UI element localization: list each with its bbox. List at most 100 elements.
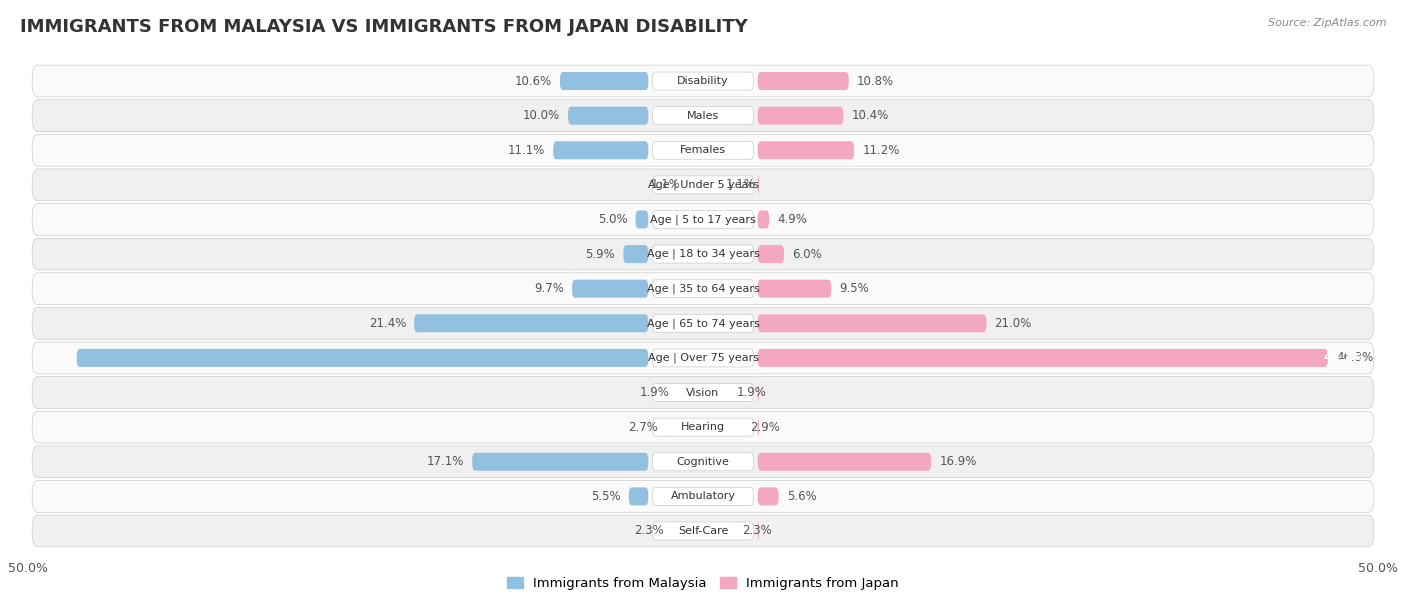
FancyBboxPatch shape bbox=[652, 453, 754, 471]
FancyBboxPatch shape bbox=[32, 273, 1374, 305]
FancyBboxPatch shape bbox=[652, 211, 754, 228]
FancyBboxPatch shape bbox=[568, 106, 648, 125]
FancyBboxPatch shape bbox=[652, 280, 754, 297]
FancyBboxPatch shape bbox=[756, 522, 759, 540]
Text: 46.3%: 46.3% bbox=[1336, 351, 1374, 364]
Text: Age | 65 to 74 years: Age | 65 to 74 years bbox=[647, 318, 759, 329]
Text: 2.3%: 2.3% bbox=[742, 524, 772, 537]
FancyBboxPatch shape bbox=[756, 384, 759, 401]
FancyBboxPatch shape bbox=[758, 280, 831, 297]
Text: Cognitive: Cognitive bbox=[676, 457, 730, 467]
FancyBboxPatch shape bbox=[652, 176, 754, 194]
FancyBboxPatch shape bbox=[636, 211, 648, 228]
FancyBboxPatch shape bbox=[652, 315, 754, 332]
Text: 46.3%: 46.3% bbox=[1323, 351, 1364, 364]
Text: 2.3%: 2.3% bbox=[634, 524, 664, 537]
Text: IMMIGRANTS FROM MALAYSIA VS IMMIGRANTS FROM JAPAN DISABILITY: IMMIGRANTS FROM MALAYSIA VS IMMIGRANTS F… bbox=[20, 18, 748, 36]
Text: Vision: Vision bbox=[686, 387, 720, 398]
Text: Females: Females bbox=[681, 145, 725, 155]
Text: Males: Males bbox=[688, 111, 718, 121]
Text: 2.7%: 2.7% bbox=[628, 420, 658, 434]
Text: 5.6%: 5.6% bbox=[787, 490, 817, 503]
FancyBboxPatch shape bbox=[652, 487, 754, 506]
Text: Hearing: Hearing bbox=[681, 422, 725, 432]
Text: 10.0%: 10.0% bbox=[523, 109, 560, 122]
Text: 11.1%: 11.1% bbox=[508, 144, 546, 157]
FancyBboxPatch shape bbox=[652, 418, 754, 436]
Text: Self-Care: Self-Care bbox=[678, 526, 728, 536]
Text: 11.2%: 11.2% bbox=[862, 144, 900, 157]
FancyBboxPatch shape bbox=[758, 245, 785, 263]
Text: 5.9%: 5.9% bbox=[585, 248, 616, 261]
FancyBboxPatch shape bbox=[32, 411, 1374, 443]
FancyBboxPatch shape bbox=[652, 72, 754, 90]
Text: 10.4%: 10.4% bbox=[852, 109, 889, 122]
FancyBboxPatch shape bbox=[560, 72, 648, 90]
FancyBboxPatch shape bbox=[628, 487, 648, 506]
Text: 16.9%: 16.9% bbox=[939, 455, 977, 468]
FancyBboxPatch shape bbox=[32, 376, 1374, 408]
FancyBboxPatch shape bbox=[472, 453, 648, 471]
FancyBboxPatch shape bbox=[758, 315, 987, 332]
FancyBboxPatch shape bbox=[623, 245, 648, 263]
FancyBboxPatch shape bbox=[671, 522, 673, 540]
FancyBboxPatch shape bbox=[666, 418, 669, 436]
FancyBboxPatch shape bbox=[676, 384, 679, 401]
FancyBboxPatch shape bbox=[758, 487, 779, 506]
FancyBboxPatch shape bbox=[77, 349, 648, 367]
FancyBboxPatch shape bbox=[652, 141, 754, 159]
FancyBboxPatch shape bbox=[758, 141, 855, 159]
Text: 17.1%: 17.1% bbox=[426, 455, 464, 468]
Text: 1.9%: 1.9% bbox=[640, 386, 669, 399]
FancyBboxPatch shape bbox=[32, 342, 1374, 374]
FancyBboxPatch shape bbox=[572, 280, 648, 297]
Text: 4.9%: 4.9% bbox=[778, 213, 807, 226]
FancyBboxPatch shape bbox=[758, 349, 1327, 367]
Text: 1.1%: 1.1% bbox=[650, 178, 681, 192]
Text: Ambulatory: Ambulatory bbox=[671, 491, 735, 501]
Text: 9.7%: 9.7% bbox=[534, 282, 564, 295]
Text: Age | 18 to 34 years: Age | 18 to 34 years bbox=[647, 249, 759, 259]
Text: Age | 35 to 64 years: Age | 35 to 64 years bbox=[647, 283, 759, 294]
FancyBboxPatch shape bbox=[756, 418, 759, 436]
FancyBboxPatch shape bbox=[553, 141, 648, 159]
Text: 5.0%: 5.0% bbox=[598, 213, 627, 226]
FancyBboxPatch shape bbox=[758, 106, 844, 125]
Legend: Immigrants from Malaysia, Immigrants from Japan: Immigrants from Malaysia, Immigrants fro… bbox=[502, 572, 904, 595]
Text: Age | Under 5 years: Age | Under 5 years bbox=[648, 179, 758, 190]
FancyBboxPatch shape bbox=[688, 176, 690, 194]
Text: 21.4%: 21.4% bbox=[368, 317, 406, 330]
Text: Disability: Disability bbox=[678, 76, 728, 86]
FancyBboxPatch shape bbox=[652, 522, 754, 540]
FancyBboxPatch shape bbox=[32, 480, 1374, 512]
FancyBboxPatch shape bbox=[758, 211, 769, 228]
FancyBboxPatch shape bbox=[32, 515, 1374, 547]
FancyBboxPatch shape bbox=[32, 238, 1374, 270]
Text: 1.9%: 1.9% bbox=[737, 386, 766, 399]
Text: Age | Over 75 years: Age | Over 75 years bbox=[648, 353, 758, 363]
Text: 6.0%: 6.0% bbox=[792, 248, 823, 261]
FancyBboxPatch shape bbox=[32, 204, 1374, 236]
Text: 10.8%: 10.8% bbox=[856, 75, 894, 88]
Text: 5.5%: 5.5% bbox=[591, 490, 620, 503]
FancyBboxPatch shape bbox=[32, 65, 1374, 97]
FancyBboxPatch shape bbox=[32, 169, 1374, 201]
FancyBboxPatch shape bbox=[32, 135, 1374, 166]
FancyBboxPatch shape bbox=[758, 453, 931, 471]
Text: 10.6%: 10.6% bbox=[515, 75, 551, 88]
FancyBboxPatch shape bbox=[32, 100, 1374, 132]
FancyBboxPatch shape bbox=[758, 72, 849, 90]
FancyBboxPatch shape bbox=[652, 384, 754, 401]
FancyBboxPatch shape bbox=[32, 307, 1374, 339]
Text: 9.5%: 9.5% bbox=[839, 282, 869, 295]
Text: 21.0%: 21.0% bbox=[994, 317, 1032, 330]
FancyBboxPatch shape bbox=[652, 349, 754, 367]
FancyBboxPatch shape bbox=[415, 315, 648, 332]
Text: Source: ZipAtlas.com: Source: ZipAtlas.com bbox=[1268, 18, 1386, 28]
FancyBboxPatch shape bbox=[652, 245, 754, 263]
FancyBboxPatch shape bbox=[756, 176, 759, 194]
Text: Age | 5 to 17 years: Age | 5 to 17 years bbox=[650, 214, 756, 225]
Text: 2.9%: 2.9% bbox=[751, 420, 780, 434]
FancyBboxPatch shape bbox=[32, 446, 1374, 477]
Text: 1.1%: 1.1% bbox=[725, 178, 756, 192]
